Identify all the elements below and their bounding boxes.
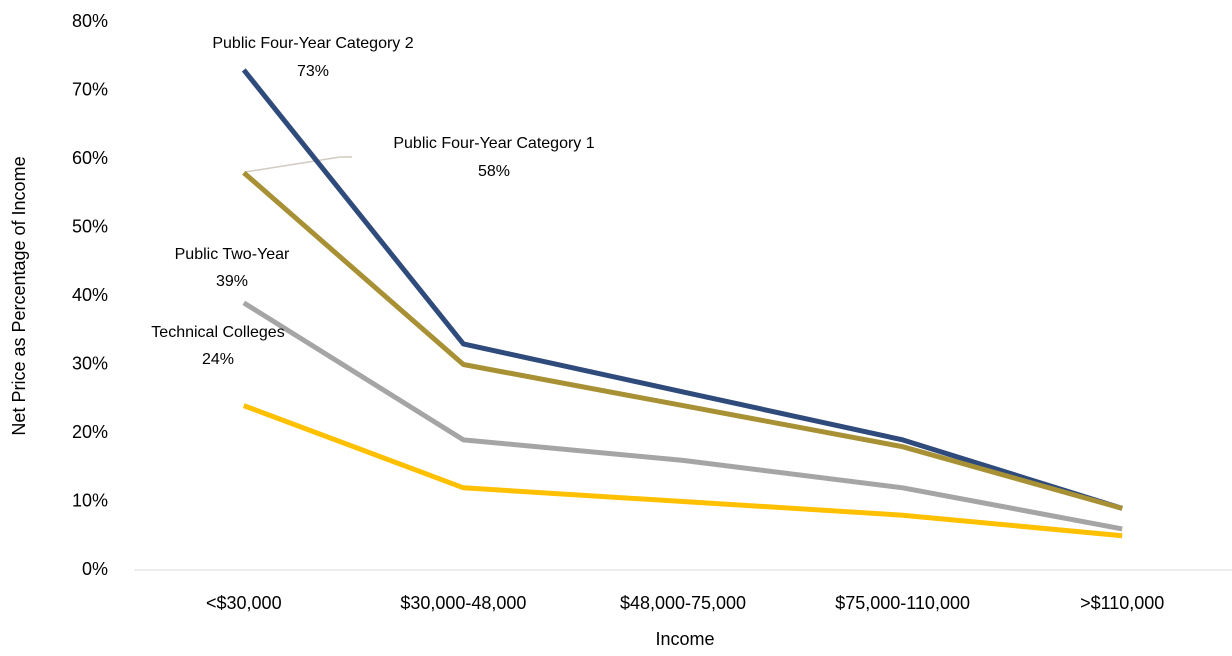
y-tick-label: 60% xyxy=(72,148,108,168)
x-tick-label: $30,000-48,000 xyxy=(400,593,526,613)
x-tick-label: <$30,000 xyxy=(206,593,282,613)
y-tick-label: 0% xyxy=(82,559,108,579)
data-label: 73% xyxy=(297,63,329,80)
x-tick-label: $48,000-75,000 xyxy=(620,593,746,613)
y-tick-label: 30% xyxy=(72,353,108,373)
y-tick-label: 80% xyxy=(72,11,108,31)
y-tick-label: 70% xyxy=(72,79,108,99)
y-tick-label: 40% xyxy=(72,285,108,305)
y-tick-label: 10% xyxy=(72,490,108,510)
data-label: 39% xyxy=(216,273,248,290)
series-label: Public Four-Year Category 1 xyxy=(393,135,594,152)
x-axis-title: Income xyxy=(655,629,714,649)
data-label: 24% xyxy=(202,351,234,368)
y-axis-title: Net Price as Percentage of Income xyxy=(9,156,29,435)
series-label: Technical Colleges xyxy=(151,324,284,341)
series-line xyxy=(242,300,1123,532)
x-tick-label: $75,000-110,000 xyxy=(835,593,970,613)
y-tick-label: 20% xyxy=(72,422,108,442)
x-tick-label: >$110,000 xyxy=(1080,593,1164,613)
series-label: Public Two-Year xyxy=(175,246,290,263)
series-line xyxy=(241,68,1123,511)
data-label: 58% xyxy=(478,163,510,180)
leader-line xyxy=(244,156,341,173)
y-tick-label: 50% xyxy=(72,216,108,236)
series-line xyxy=(242,170,1123,511)
series-label: Public Four-Year Category 2 xyxy=(212,35,413,52)
series-line xyxy=(242,403,1123,539)
